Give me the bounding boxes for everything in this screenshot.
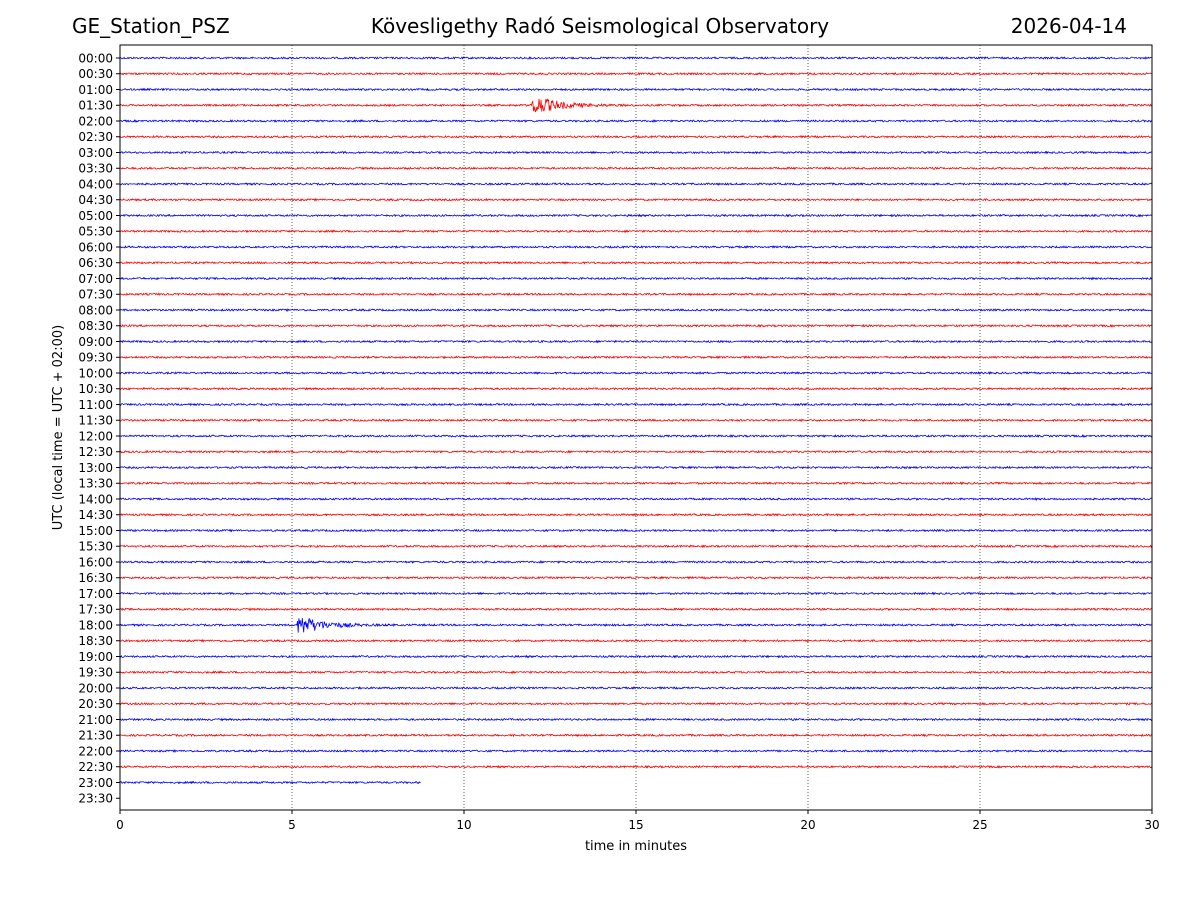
y-tick-label: 05:00 [78,209,113,223]
y-tick-label: 10:00 [78,366,113,380]
y-tick-label: 17:30 [78,603,113,617]
trace-0830 [119,323,1153,328]
gridlines [291,45,981,810]
y-tick-label: 06:30 [78,256,113,270]
trace-0230 [119,134,1153,139]
y-tick-label: 04:00 [78,177,113,191]
y-tick-label: 20:00 [78,681,113,695]
trace-1430 [119,512,1153,517]
y-tick-label: 00:30 [78,67,113,81]
trace-1830 [119,638,1153,643]
x-tick-label: 15 [628,818,643,832]
y-tick-label: 04:30 [78,193,113,207]
y-tick-label: 10:30 [78,382,113,396]
chart-title: Kövesligethy Radó Seismological Observat… [370,14,830,38]
x-tick-label: 10 [456,818,471,832]
y-tick-label: 21:00 [78,713,113,727]
y-tick-label: 03:30 [78,162,113,176]
trace-2230 [119,764,1153,769]
y-tick-label: 17:00 [78,587,113,601]
y-tick-label: 18:30 [78,634,113,648]
y-tick-label: 02:30 [78,130,113,144]
y-tick-label: 03:00 [78,146,113,160]
y-tick-label: 13:30 [78,477,113,491]
x-axis: 0 5 10 15 20 25 30 [116,810,1160,832]
y-tick-label: 21:30 [78,729,113,743]
trace-1300 [119,465,1153,470]
y-tick-label: 05:30 [78,225,113,239]
y-axis-label: UTC (local time = UTC + 02:00) [51,325,66,530]
y-tick-label: 12:30 [78,445,113,459]
y-tick-label: 11:30 [78,414,113,428]
y-tick-label: 14:30 [78,508,113,522]
y-tick-label: 07:30 [78,288,113,302]
y-tick-label: 22:00 [78,744,113,758]
y-tick-label: 13:00 [78,461,113,475]
y-tick-label: 02:00 [78,114,113,128]
x-tick-label: 25 [972,818,987,832]
trace-1700 [119,591,1153,596]
station-name: GE_Station_PSZ [72,14,230,38]
x-axis-label: time in minutes [585,839,687,854]
y-tick-label: 23:30 [78,792,113,806]
y-tick-label: 09:00 [78,335,113,349]
y-tick-label: 00:00 [78,51,113,65]
x-tick-label: 20 [800,818,815,832]
trace-2030 [119,701,1153,706]
y-tick-label: 19:00 [78,650,113,664]
y-tick-label: 08:00 [78,303,113,317]
y-tick-label: 19:30 [78,666,113,680]
y-tick-label: 18:00 [78,618,113,632]
y-tick-label: 20:30 [78,697,113,711]
y-tick-label: 01:30 [78,99,113,113]
y-tick-label: 15:00 [78,524,113,538]
x-tick-label: 30 [1144,818,1159,832]
y-tick-label: 01:00 [78,83,113,97]
y-tick-label: 12:00 [78,429,113,443]
y-tick-label: 11:00 [78,398,113,412]
y-tick-label: 09:30 [78,351,113,365]
y-tick-label: 16:00 [78,555,113,569]
trace-2130 [119,733,1153,738]
chart-date: 2026-04-14 [1010,14,1127,38]
y-tick-label: 08:30 [78,319,113,333]
y-tick-label: 06:00 [78,240,113,254]
trace-0500 [119,213,1153,218]
x-tick-label: 5 [288,818,296,832]
y-tick-label: 16:30 [78,571,113,585]
trace-2300 [119,780,421,785]
trace-0030 [119,71,1153,76]
trace-1230 [119,449,1153,454]
y-tick-label: 22:30 [78,760,113,774]
y-tick-label: 23:00 [78,776,113,790]
trace-0630 [119,260,1153,265]
y-tick-label: 07:00 [78,272,113,286]
x-tick-label: 0 [116,818,124,832]
trace-1330 [119,481,1153,486]
trace-1630 [119,575,1153,580]
y-tick-label: 14:00 [78,492,113,506]
trace-1030 [119,386,1153,391]
y-tick-label: 15:30 [78,540,113,554]
trace-0430 [119,197,1153,202]
